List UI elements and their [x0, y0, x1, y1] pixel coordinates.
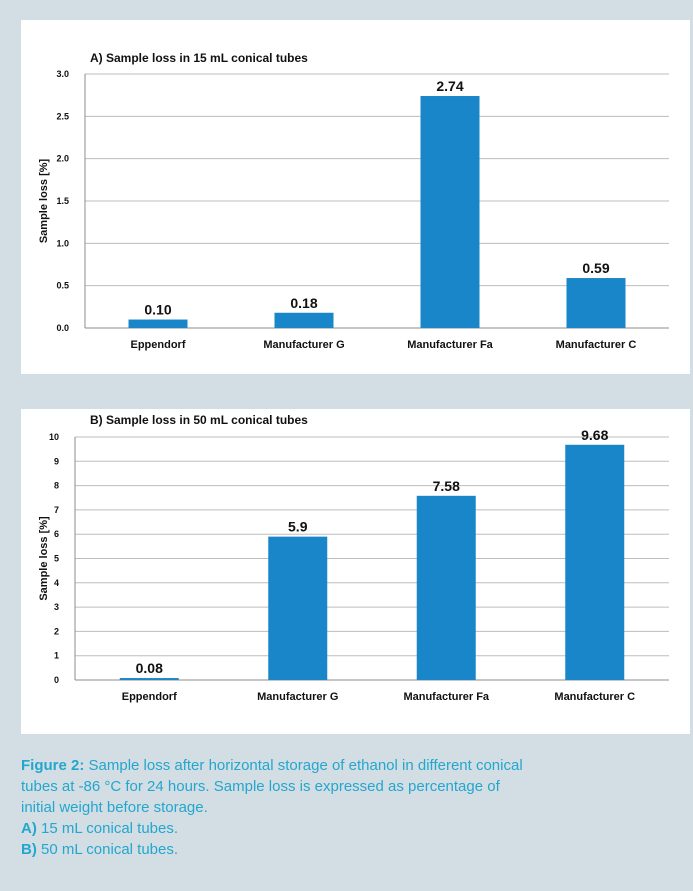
caption-a-text: 15 mL conical tubes. [36, 820, 179, 837]
y-axis-label: Sample loss [%] [38, 158, 50, 243]
caption-a-label: A) [21, 820, 37, 837]
caption-b-label: B) [21, 841, 37, 858]
x-tick-label: Manufacturer C [554, 691, 635, 703]
chart-title: B) Sample loss in 50 mL conical tubes [90, 413, 308, 427]
y-tick-label: 9 [54, 456, 59, 466]
y-tick-label: 3.0 [56, 69, 69, 79]
x-tick-label: Manufacturer Fa [403, 691, 489, 703]
data-label: 0.18 [290, 295, 317, 311]
y-tick-label: 2.5 [56, 111, 69, 121]
x-tick-label: Manufacturer G [263, 339, 344, 351]
figure-caption: Figure 2: Sample loss after horizontal s… [21, 755, 681, 860]
x-tick-label: Manufacturer C [556, 339, 637, 351]
data-label: 0.59 [582, 260, 609, 276]
bar-b-4 [565, 444, 625, 680]
y-tick-label: 8 [54, 481, 59, 491]
data-label: 9.68 [581, 427, 608, 443]
data-label: 2.74 [436, 78, 463, 94]
y-tick-label: 0.0 [56, 323, 69, 333]
data-label: 7.58 [433, 478, 460, 494]
caption-line-a: A) 15 mL conical tubes. [21, 818, 681, 839]
y-tick-label: 2.0 [56, 154, 69, 164]
y-tick-label: 3 [54, 602, 59, 612]
y-tick-label: 2 [54, 626, 59, 636]
chart-panel-a: A) Sample loss in 15 mL conical tubes 0.0… [21, 20, 690, 374]
y-axis-label: Sample loss [%] [38, 516, 50, 601]
y-tick-label: 4 [54, 578, 59, 588]
bar-a-1 [128, 319, 188, 328]
y-tick-label: 1 [54, 651, 59, 661]
caption-text-2: tubes at -86 °C for 24 hours. Sample los… [21, 778, 500, 795]
chart-title: A) Sample loss in 15 mL conical tubes [90, 51, 308, 65]
y-tick-label: 0 [54, 675, 59, 685]
bar-b-2 [268, 536, 328, 680]
bar-a-2 [274, 312, 334, 328]
chart-panel-b: B) Sample loss in 50 mL conical tubes 0 1 2… [21, 409, 690, 734]
y-tick-label: 0.5 [56, 281, 69, 291]
caption-line-1: Figure 2: Sample loss after horizontal s… [21, 755, 681, 776]
chart-b-svg: B) Sample loss in 50 mL conical tubes 0 1 2… [38, 413, 669, 703]
data-label: 0.08 [136, 660, 163, 676]
caption-text-1: Sample loss after horizontal storage of … [84, 757, 523, 774]
chart-a-svg: A) Sample loss in 15 mL conical tubes 0.0… [38, 51, 669, 351]
y-tick-label: 10 [49, 432, 59, 442]
y-tick-label: 7 [54, 505, 59, 515]
bar-a-4 [566, 278, 626, 328]
x-tick-label: Manufacturer Fa [407, 339, 493, 351]
caption-figure-label: Figure 2: [21, 757, 85, 774]
y-tick-label: 1.0 [56, 238, 69, 248]
x-tick-label: Eppendorf [131, 339, 186, 351]
bar-b-1 [119, 678, 179, 680]
x-tick-label: Manufacturer G [257, 691, 338, 703]
bar-a-3 [420, 96, 480, 328]
caption-b-text: 50 mL conical tubes. [36, 841, 179, 858]
y-tick-label: 5 [54, 554, 59, 564]
caption-line-b: B) 50 mL conical tubes. [21, 839, 681, 860]
caption-text-3: initial weight before storage. [21, 799, 208, 816]
bar-b-3 [416, 495, 476, 680]
y-tick-label: 1.5 [56, 196, 69, 206]
data-label: 0.10 [144, 302, 171, 318]
data-label: 5.9 [288, 519, 308, 535]
x-tick-label: Eppendorf [122, 691, 177, 703]
y-tick-label: 6 [54, 529, 59, 539]
